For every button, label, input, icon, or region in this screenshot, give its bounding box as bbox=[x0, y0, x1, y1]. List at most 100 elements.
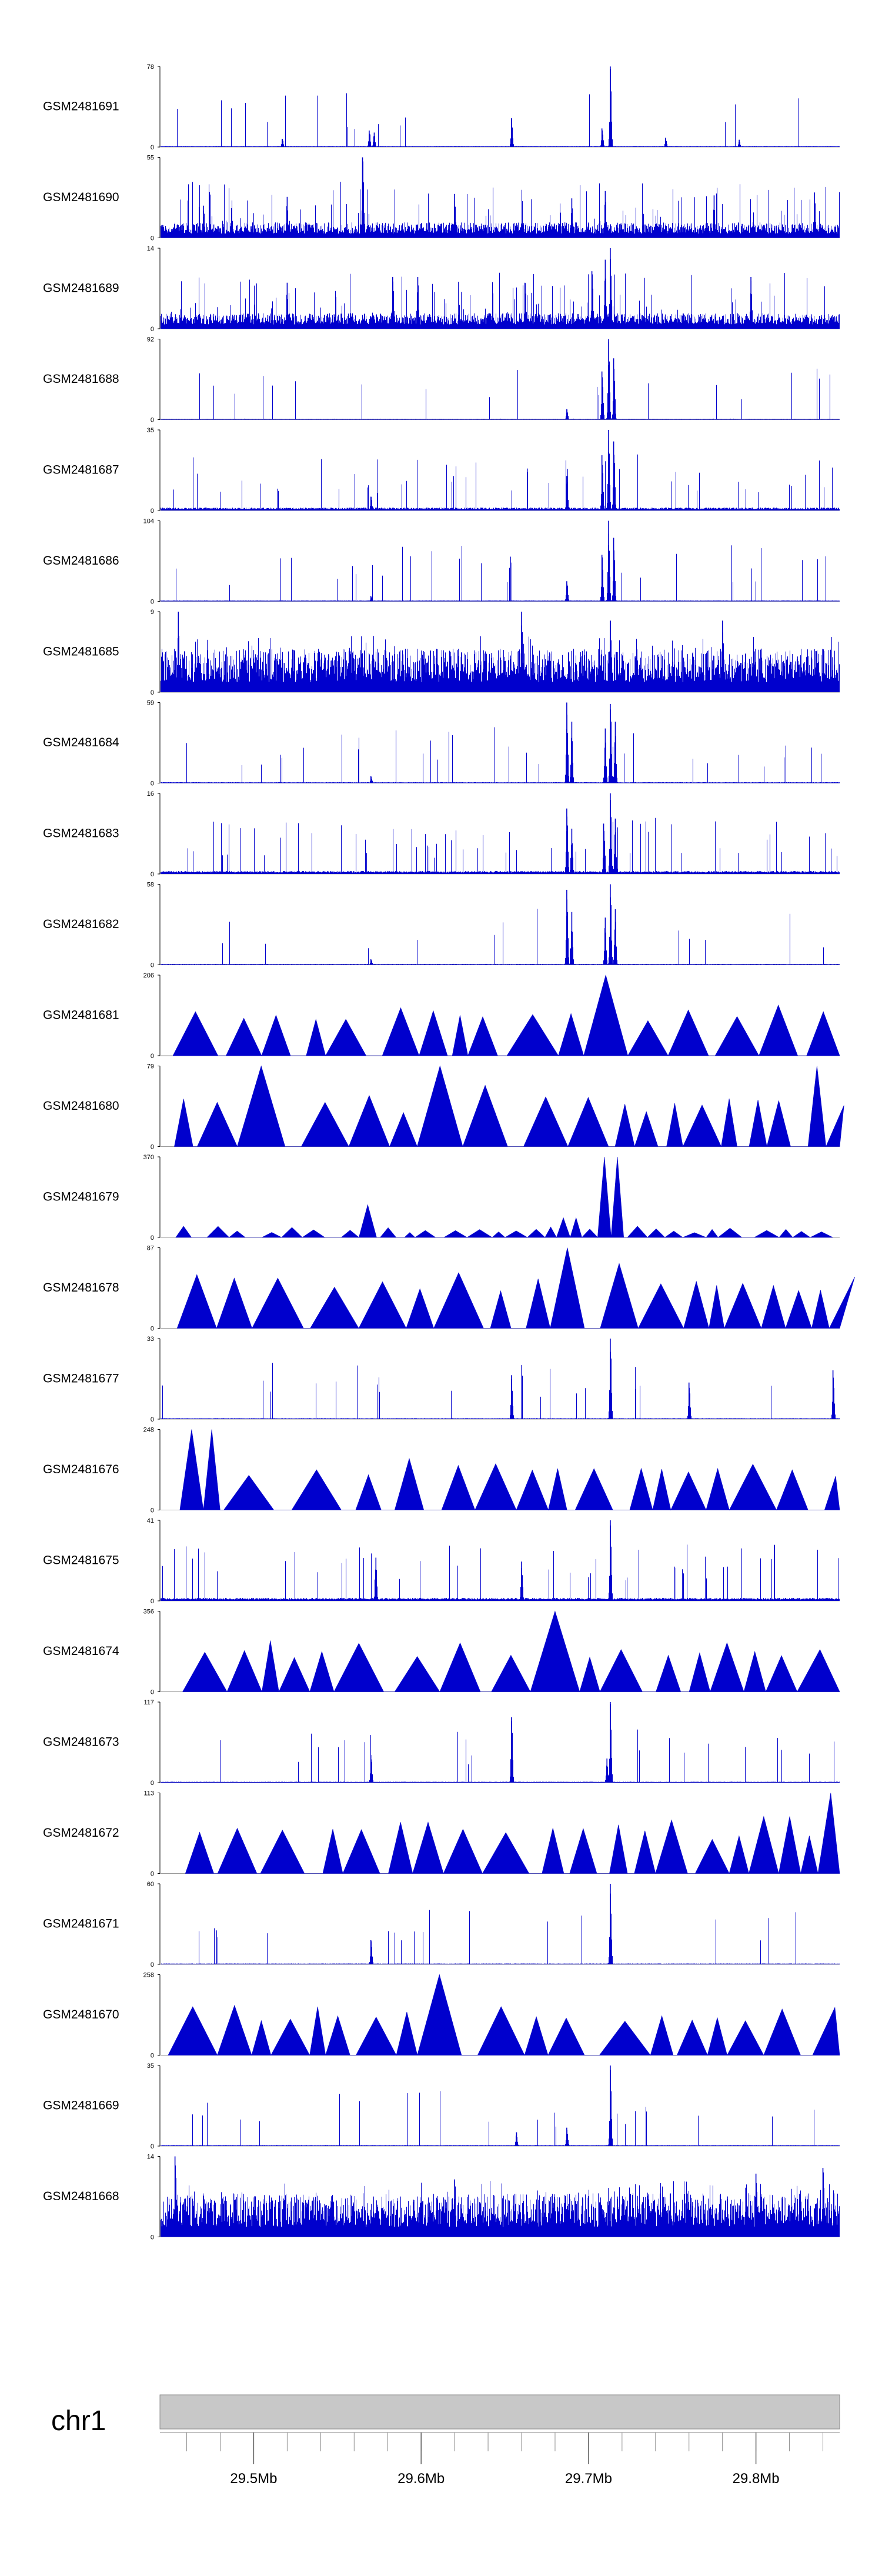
track-GSM2481691: GSM2481691 78 0 bbox=[43, 64, 840, 151]
y-max-label: 79 bbox=[147, 1063, 154, 1070]
track-GSM2481686: GSM2481686 104 0 bbox=[43, 518, 840, 606]
ideogram-bar bbox=[159, 2394, 840, 2430]
y-min-label: 0 bbox=[151, 508, 154, 515]
coverage-area bbox=[179, 1429, 840, 1511]
track-label: GSM2481689 bbox=[43, 282, 119, 295]
track-label: GSM2481675 bbox=[43, 1554, 119, 1567]
coverage-area bbox=[172, 974, 840, 1057]
y-max-label: 370 bbox=[143, 1154, 154, 1161]
y-max-label: 206 bbox=[143, 972, 154, 979]
y-max-label: 14 bbox=[147, 2154, 154, 2161]
y-min-label: 0 bbox=[151, 1234, 154, 1242]
signal-area bbox=[161, 1893, 840, 1964]
signal-area bbox=[161, 897, 840, 965]
signal-area bbox=[161, 2070, 840, 2146]
y-max-label: 104 bbox=[143, 518, 154, 525]
track-GSM2481668: GSM2481668 14 0 bbox=[43, 2154, 840, 2241]
track-label: GSM2481688 bbox=[43, 372, 119, 386]
ruler-tick-label: 29.7Mb bbox=[565, 2471, 612, 2487]
y-max-label: 33 bbox=[147, 1336, 154, 1343]
track-label: GSM2481687 bbox=[43, 463, 119, 477]
coverage-area bbox=[185, 1793, 840, 1874]
signal-area bbox=[161, 1704, 840, 1783]
track-label: GSM2481686 bbox=[43, 554, 119, 568]
signal-area bbox=[161, 259, 840, 329]
track-label: GSM2481681 bbox=[43, 1009, 119, 1022]
track-label: GSM2481683 bbox=[43, 827, 119, 840]
track-label: GSM2481682 bbox=[43, 917, 119, 931]
y-max-label: 258 bbox=[143, 1972, 154, 1979]
y-min-label: 0 bbox=[151, 962, 154, 969]
ruler-tick-label: 29.5Mb bbox=[230, 2471, 277, 2487]
chromosome-label: chr1 bbox=[51, 2405, 106, 2437]
track-GSM2481670: GSM2481670 258 0 bbox=[43, 1972, 840, 2060]
track-GSM2481678: GSM2481678 87 0 bbox=[43, 1245, 855, 1333]
coverage-area bbox=[168, 1974, 840, 2056]
coverage-area bbox=[175, 1156, 833, 1238]
y-max-label: 14 bbox=[147, 245, 154, 252]
coverage-area bbox=[176, 1247, 855, 1329]
y-max-label: 35 bbox=[147, 427, 154, 434]
y-min-label: 0 bbox=[151, 2234, 154, 2241]
track-label: GSM2481678 bbox=[43, 1281, 119, 1294]
y-min-label: 0 bbox=[151, 689, 154, 696]
track-GSM2481687: GSM2481687 35 0 bbox=[43, 427, 840, 515]
signal-area bbox=[161, 618, 840, 692]
signal-area bbox=[161, 161, 840, 238]
y-min-label: 0 bbox=[151, 1689, 154, 1696]
track-label: GSM2481668 bbox=[43, 2190, 119, 2203]
track-label: GSM2481673 bbox=[43, 1736, 119, 1749]
y-max-label: 35 bbox=[147, 2063, 154, 2070]
y-max-label: 55 bbox=[147, 155, 154, 162]
y-max-label: 78 bbox=[147, 64, 154, 71]
y-min-label: 0 bbox=[151, 235, 154, 242]
signal-area bbox=[161, 1525, 840, 1601]
signal-area bbox=[161, 709, 840, 783]
y-max-label: 248 bbox=[143, 1427, 154, 1434]
y-min-label: 0 bbox=[151, 144, 154, 151]
track-label: GSM2481672 bbox=[43, 1826, 119, 1840]
y-min-label: 0 bbox=[151, 1507, 154, 1514]
track-label: GSM2481684 bbox=[43, 736, 119, 749]
y-max-label: 60 bbox=[147, 1881, 154, 1888]
track-GSM2481680: GSM2481680 79 0 bbox=[43, 1063, 844, 1151]
y-min-label: 0 bbox=[151, 1144, 154, 1151]
signal-area bbox=[161, 69, 840, 147]
y-max-label: 117 bbox=[143, 1699, 154, 1706]
track-label: GSM2481671 bbox=[43, 1917, 119, 1931]
y-min-label: 0 bbox=[151, 1416, 154, 1423]
y-min-label: 0 bbox=[151, 1326, 154, 1333]
track-GSM2481673: GSM2481673 117 0 bbox=[43, 1699, 840, 1787]
y-max-label: 87 bbox=[147, 1245, 154, 1252]
y-max-label: 41 bbox=[147, 1517, 154, 1524]
track-GSM2481689: GSM2481689 14 0 bbox=[43, 245, 840, 333]
y-min-label: 0 bbox=[151, 780, 154, 788]
y-min-label: 0 bbox=[151, 599, 154, 606]
track-GSM2481674: GSM2481674 356 0 bbox=[43, 1609, 840, 1696]
track-label: GSM2481690 bbox=[43, 191, 119, 204]
track-label: GSM2481674 bbox=[43, 1644, 119, 1658]
y-min-label: 0 bbox=[151, 1598, 154, 1605]
track-GSM2481682: GSM2481682 58 0 bbox=[43, 882, 840, 969]
chromosome-ruler: chr1 29.5Mb 29.6Mb 29.7Mb 29.8Mb bbox=[51, 2394, 840, 2487]
y-min-label: 0 bbox=[151, 1871, 154, 1878]
signal-area bbox=[161, 533, 840, 602]
signal-area bbox=[161, 1352, 840, 1419]
y-max-label: 58 bbox=[147, 882, 154, 889]
y-min-label: 0 bbox=[151, 1961, 154, 1968]
signal-area bbox=[161, 800, 840, 874]
y-max-label: 92 bbox=[147, 336, 154, 343]
track-GSM2481690: GSM2481690 55 0 bbox=[43, 155, 840, 242]
y-max-label: 356 bbox=[143, 1609, 154, 1616]
y-max-label: 9 bbox=[151, 609, 154, 616]
y-min-label: 0 bbox=[151, 871, 154, 878]
track-label: GSM2481685 bbox=[43, 645, 119, 659]
track-label: GSM2481680 bbox=[43, 1099, 119, 1113]
ruler-tick-label: 29.8Mb bbox=[733, 2471, 780, 2487]
y-min-label: 0 bbox=[151, 326, 154, 333]
y-max-label: 113 bbox=[143, 1790, 154, 1797]
track-GSM2481679: GSM2481679 370 0 bbox=[43, 1154, 840, 1242]
track-label: GSM2481691 bbox=[43, 100, 119, 114]
track-GSM2481675: GSM2481675 41 0 bbox=[43, 1517, 840, 1605]
